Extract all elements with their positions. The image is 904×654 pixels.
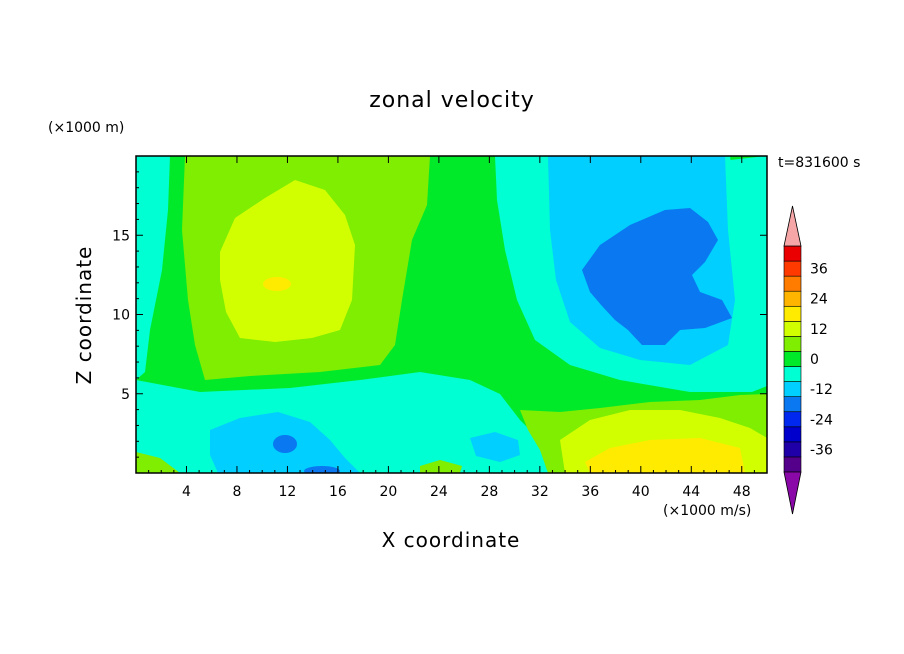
chart-title: zonal velocity (369, 88, 535, 113)
contour-band-pos-lower-right-core (585, 438, 745, 473)
colorbar-swatch (783, 351, 802, 367)
colorbar-tick-label: 36 (810, 262, 828, 278)
contour-band-pos-upper-left-core (220, 180, 355, 342)
colorbar-swatch (783, 321, 802, 337)
colorbar-tick-label: -36 (810, 442, 833, 458)
time-label: t=831600 s (778, 155, 861, 171)
colorbar-tick-label: 24 (810, 292, 828, 308)
colorbar-swatch (783, 260, 802, 277)
colorbar: 36 24 12 0 -12 -24 -36 (783, 205, 833, 515)
y-axis-units: (×1000 m) (48, 120, 125, 136)
x-tick-label: 24 (430, 484, 448, 500)
x-tick-label: 32 (531, 484, 549, 500)
colorbar-swatch (783, 381, 802, 397)
colorbar-extend-min (783, 471, 802, 515)
x-tick-label: 20 (379, 484, 397, 500)
contour-band-pos-bottom-patch (420, 460, 462, 473)
contour-band-neg-lower-patch (470, 432, 520, 462)
y-tick-label: 10 (112, 308, 130, 324)
colorbar-swatch (783, 275, 802, 292)
x-tick-label: 44 (682, 484, 700, 500)
colorbar-swatch (783, 411, 802, 428)
contour-band-neg-bottom-spot (304, 466, 340, 473)
x-axis-units: (×1000 m/s) (663, 503, 752, 519)
colorbar-swatch (783, 336, 802, 352)
x-tick-label: 4 (182, 484, 191, 500)
x-tick-label: 28 (480, 484, 498, 500)
y-tick-label: 15 (112, 228, 130, 244)
x-tick-label: 12 (279, 484, 297, 500)
colorbar-swatch (783, 456, 802, 473)
x-tick-label: 48 (733, 484, 751, 500)
contour-band-pos-lower-left-corner (136, 452, 180, 473)
colorbar-swatch (783, 245, 802, 262)
contour-band-neg-upper-right-core (582, 208, 732, 345)
y-tick-label: 5 (121, 387, 130, 403)
contour-band-neg-right-edge (730, 156, 767, 392)
x-axis-ticks: 4 8 12 16 20 24 28 32 36 40 44 48 (148, 156, 755, 500)
colorbar-swatch (783, 426, 802, 443)
colorbar-tick-label: 0 (810, 352, 819, 368)
contour-band-neg-left-edge (136, 156, 170, 380)
colorbar-tick-label: -24 (810, 412, 833, 428)
y-axis-ticks: 5 10 15 (112, 171, 767, 458)
contour-field (136, 156, 767, 473)
x-tick-label: 16 (329, 484, 347, 500)
contour-band-pos-upper-left-peak (263, 277, 291, 291)
colorbar-swatch (783, 366, 802, 382)
contour-band-neg-lower-spot (273, 435, 297, 453)
colorbar-tick-label: 12 (810, 322, 828, 338)
x-tick-label: 40 (632, 484, 650, 500)
colorbar-swatch (783, 305, 802, 322)
colorbar-extend-max (783, 205, 802, 247)
colorbar-swatch (783, 290, 802, 307)
x-tick-label: 8 (232, 484, 241, 500)
x-tick-label: 36 (581, 484, 599, 500)
colorbar-tick-label: -12 (810, 382, 833, 398)
colorbar-swatch (783, 441, 802, 458)
x-axis-label: X coordinate (381, 528, 521, 552)
colorbar-swatch (783, 396, 802, 413)
